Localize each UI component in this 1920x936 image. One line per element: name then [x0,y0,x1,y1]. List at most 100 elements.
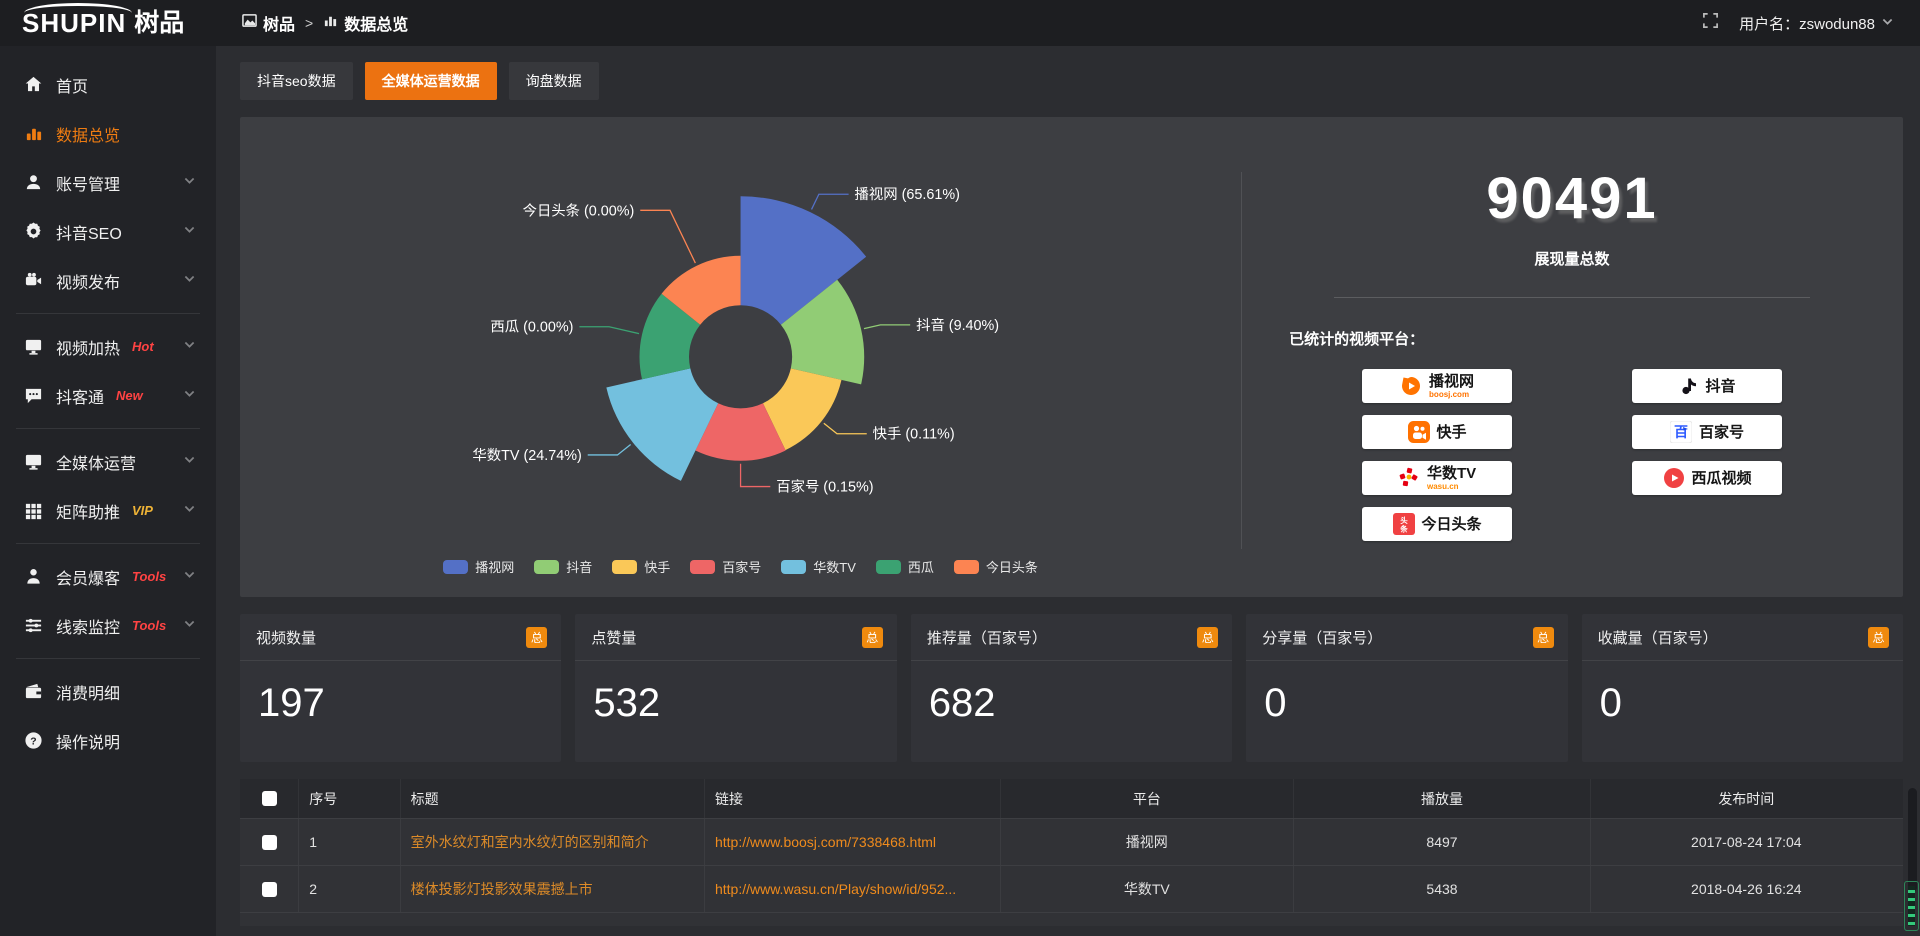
sidebar-item-消费明细[interactable]: 消费明细 [0,667,216,716]
sidebar-item-label: 消费明细 [56,685,121,703]
sidebar-item-首页[interactable]: 首页 [0,60,216,109]
column-header-发布时间: 发布时间 [1590,779,1901,818]
sidebar-item-线索监控[interactable]: 线索监控 Tools [0,601,216,650]
platform-badge-播视网[interactable]: 播视网 boosj.com [1362,369,1513,403]
cell-video-title[interactable]: 楼体投影灯投影效果震撼上市 [410,881,593,897]
stat-value: 0 [1599,681,1622,725]
main-content: 抖音seo数据 全媒体运营数据 询盘数据 播视网 (65.61%) 抖音 (9.40%… [216,46,1920,936]
platform-badge-今日头条[interactable]: 头条今日头条 [1362,507,1513,541]
rose-chart-section: 播视网 (65.61%) 抖音 (9.40%) 快手 (0.11%) 百家号 (0.1… [240,117,1241,597]
sidebar-item-账号管理[interactable]: 账号管理 [0,158,216,207]
chevron-down-icon [183,387,196,405]
tab-询盘数据[interactable]: 询盘数据 [508,62,599,100]
cell-video-link[interactable]: http://www.boosj.com/7338468.html [714,834,936,850]
chevron-down-icon [183,568,196,586]
question-icon: ? [24,731,43,750]
row-checkbox[interactable] [261,834,277,850]
total-badge[interactable]: 总 [861,627,883,648]
legend-item-百家号[interactable]: 百家号 [690,557,761,576]
pie-label: 华数TV (24.74%) [472,447,581,464]
sidebar-item-抖客通[interactable]: 抖客通 New [0,371,216,420]
stat-value: 0 [1264,681,1287,725]
gear-icon [24,222,43,241]
image-icon [242,13,257,33]
sidebar-item-会员爆客[interactable]: 会员爆客 Tools [0,552,216,601]
platform-sub: wasu.cn [1426,481,1459,491]
cell-plays: 8497 [1292,819,1591,865]
select-all-checkbox[interactable] [261,791,277,806]
chart-legend: 播视网 抖音 快手 百家号 华数TV 西瓜 今日头条 [240,557,1241,598]
pie-slice-华数TV[interactable] [606,368,719,481]
monitor-icon [24,337,43,356]
platform-badge-百家号[interactable]: 百百家号 [1632,415,1783,449]
stat-label: 点赞量 [591,630,637,647]
column-header-链接: 链接 [703,779,1000,818]
legend-item-快手[interactable]: 快手 [612,557,670,576]
total-impressions-value: 90491 [1486,166,1658,231]
chevron-down-icon [183,223,196,241]
page-scrollbar-thumb[interactable] [1908,788,1917,892]
pie-label: 快手 (0.11%) [873,426,955,443]
fullscreen-icon[interactable] [1702,12,1719,34]
total-badge[interactable]: 总 [1197,627,1219,648]
legend-item-抖音[interactable]: 抖音 [534,557,592,576]
platform-badge-抖音[interactable]: 抖音 [1632,369,1783,403]
total-badge[interactable]: 总 [526,627,548,648]
chevron-down-icon [183,453,196,471]
pie-slice-播视网[interactable] [740,196,867,325]
chevron-down-icon [183,174,196,192]
stat-label: 视频数量 [256,630,317,647]
row-checkbox[interactable] [261,881,277,897]
platform-badge-快手[interactable]: 快手 [1362,415,1513,449]
cell-seq: 2 [298,866,399,912]
sidebar-item-视频发布[interactable]: 视频发布 [0,256,216,305]
legend-item-播视网[interactable]: 播视网 [443,557,514,576]
platform-badge-西瓜视频[interactable]: 西瓜视频 [1632,461,1783,495]
sidebar-item-抖音SEO[interactable]: 抖音SEO [0,207,216,256]
sidebar-item-全媒体运营[interactable]: 全媒体运营 [0,437,216,486]
sidebar-divider [16,428,200,429]
sidebar-item-数据总览[interactable]: 数据总览 [0,109,216,158]
table-row: 1 室外水纹灯和室内水纹灯的区别和简介 http://www.boosj.com/7… [240,819,1903,866]
pie-slice-快手[interactable] [762,368,842,451]
sidebar: 首页 数据总览 账号管理 抖音SEO 视频发布视频加热 Hot 抖客通 New 全媒体运营 矩阵助… [0,46,216,936]
floating-widget[interactable] [1904,881,1919,931]
cell-video-link[interactable]: http://www.wasu.cn/Play/show/id/952... [714,881,957,897]
sidebar-item-操作说明[interactable]: ? 操作说明 [0,716,216,765]
breadcrumb-item-1[interactable]: 树品 [242,11,295,35]
sidebar-item-label: 抖客通 [56,389,105,407]
stat-card-点赞量: 点赞量 总 532 [575,614,897,762]
pie-slice-今日头条[interactable] [661,255,741,325]
total-badge[interactable]: 总 [1532,627,1554,648]
sidebar-item-矩阵助推[interactable]: 矩阵助推 VIP [0,486,216,535]
legend-item-今日头条[interactable]: 今日头条 [953,557,1038,576]
logo-arc-decoration [24,3,132,13]
stat-card-分享量（百家号）: 分享量（百家号） 总 0 [1246,614,1568,762]
stat-card-header: 点赞量 总 [575,614,897,661]
breadcrumb-item-2[interactable]: 数据总览 [323,11,408,35]
column-header-序号: 序号 [298,779,399,818]
summary-divider [1333,297,1811,298]
pie-slice-西瓜[interactable] [639,293,701,380]
legend-label: 华数TV [813,560,856,575]
pie-slice-百家号[interactable] [695,403,786,461]
platform-badge-华数TV[interactable]: 华数TV wasu.cn [1362,461,1513,495]
stat-card-header: 收藏量（百家号） 总 [1581,614,1904,661]
tab-抖音seo数据[interactable]: 抖音seo数据 [240,62,353,100]
stat-label: 分享量（百家号） [1262,630,1383,647]
user-menu[interactable]: 用户名：zswodun88 [1739,13,1894,34]
legend-item-西瓜[interactable]: 西瓜 [875,557,934,576]
chevron-down-icon [1881,15,1894,32]
sidebar-item-tag: Hot [132,339,154,354]
topbar: SHUPIN 树品 树品 > 数据总览 用户名：zswodun88 [0,0,1920,46]
cell-video-title[interactable]: 室外水纹灯和室内水纹灯的区别和简介 [410,834,649,850]
toutiao-logo-icon: 头条 [1392,513,1415,535]
total-badge[interactable]: 总 [1868,627,1890,648]
tab-全媒体运营数据[interactable]: 全媒体运营数据 [364,62,497,100]
platform-name: 华数TV [1426,464,1477,482]
pie-slice-抖音[interactable] [780,279,865,385]
breadcrumb: 树品 > 数据总览 [242,11,408,35]
sidebar-item-视频加热[interactable]: 视频加热 Hot [0,322,216,371]
stats-row: 视频数量总 197 点赞量总 532 推荐量（百家号）总 682 分享量（百家号）总 0 收藏量… [240,614,1904,762]
legend-item-华数TV[interactable]: 华数TV [781,557,856,576]
